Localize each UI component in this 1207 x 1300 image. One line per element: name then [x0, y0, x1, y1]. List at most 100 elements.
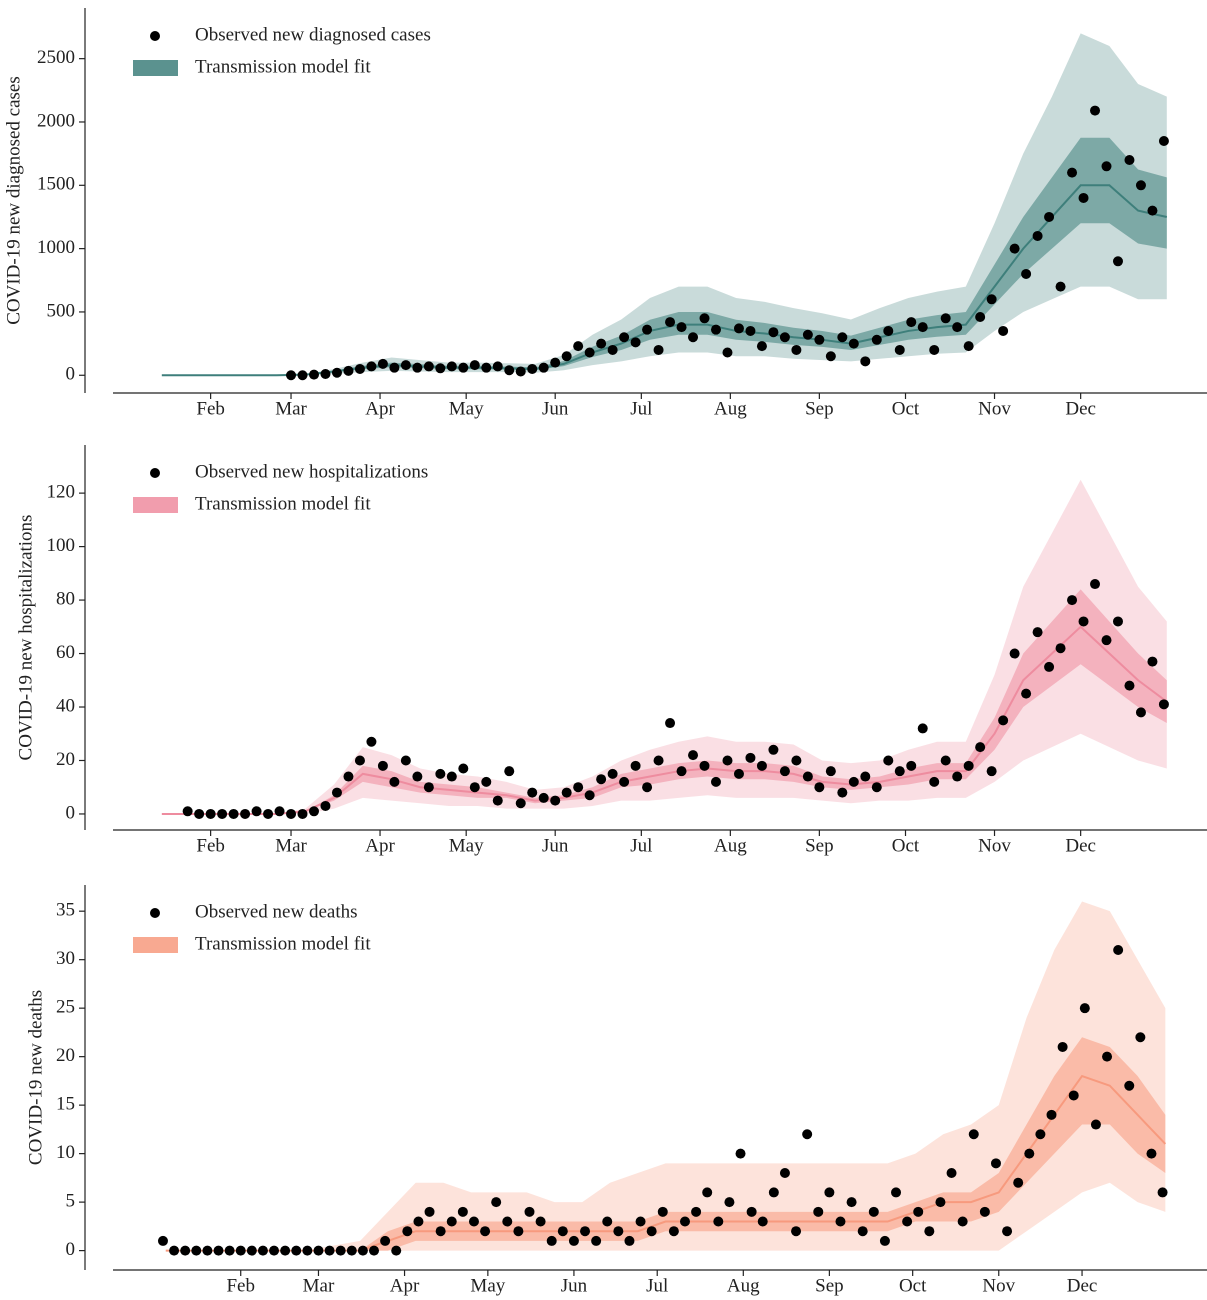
point: [1032, 627, 1043, 638]
point: [424, 1206, 435, 1217]
point: [722, 755, 733, 766]
point: [602, 1216, 613, 1227]
point: [646, 1226, 657, 1237]
y-tick-label: 40: [56, 695, 75, 716]
point: [607, 768, 618, 779]
x-tick-label: Jul: [630, 835, 652, 856]
point: [202, 1245, 213, 1256]
point: [868, 1206, 879, 1217]
x-tick-label: May: [470, 1275, 505, 1296]
point: [986, 294, 997, 305]
point: [733, 323, 744, 334]
point: [710, 776, 721, 787]
point: [824, 1187, 835, 1198]
point: [957, 1216, 968, 1227]
y-tick-label: 120: [47, 481, 76, 502]
point: [940, 313, 951, 324]
x-tick-label: Feb: [196, 835, 225, 856]
point: [791, 755, 802, 766]
point: [630, 337, 641, 348]
point: [665, 317, 676, 328]
point: [917, 322, 928, 333]
x-tick-label: Feb: [226, 1275, 255, 1296]
point: [691, 1206, 702, 1217]
point: [998, 715, 1009, 726]
point: [906, 760, 917, 771]
point: [835, 1216, 846, 1227]
point: [624, 1235, 635, 1246]
point: [550, 357, 561, 368]
x-tick-label: Oct: [899, 1275, 927, 1296]
point: [297, 370, 308, 381]
legend-swatch: [133, 937, 178, 953]
point: [346, 1245, 357, 1256]
point: [1055, 281, 1066, 292]
point: [857, 1226, 868, 1237]
x-tick-label: Mar: [275, 398, 307, 419]
panel: 0 500 1000 1500 2000 2500 Feb Mar Apr May Jun Jul Au…: [3, 8, 1207, 419]
point: [269, 1245, 280, 1256]
point: [745, 752, 756, 763]
point: [377, 358, 388, 369]
point: [665, 718, 676, 729]
point: [366, 361, 377, 372]
point: [1044, 661, 1055, 672]
point: [613, 1226, 624, 1237]
x-tick-label: Mar: [303, 1275, 335, 1296]
point: [837, 332, 848, 343]
point: [413, 1216, 424, 1227]
point: [1002, 1226, 1013, 1237]
point: [546, 1235, 557, 1246]
point: [377, 760, 388, 771]
point: [313, 1245, 324, 1256]
point: [550, 795, 561, 806]
point: [860, 356, 871, 367]
point: [929, 776, 940, 787]
x-tick-label: Apr: [365, 835, 395, 856]
point: [1067, 595, 1078, 606]
point: [902, 1216, 913, 1227]
point: [435, 768, 446, 779]
point: [630, 760, 641, 771]
point: [1044, 211, 1055, 222]
point: [825, 766, 836, 777]
point: [320, 369, 331, 380]
point: [986, 766, 997, 777]
point: [1135, 1032, 1146, 1043]
point: [1102, 1051, 1113, 1062]
point: [446, 1216, 457, 1227]
point: [1157, 1187, 1168, 1198]
point: [1158, 135, 1169, 146]
point: [713, 1216, 724, 1227]
point: [504, 766, 515, 777]
point: [1112, 256, 1123, 267]
point: [998, 325, 1009, 336]
point: [458, 763, 469, 774]
x-tick-label: Mar: [275, 835, 307, 856]
point: [535, 1216, 546, 1227]
x-tick-label: Sep: [815, 1275, 844, 1296]
point: [791, 344, 802, 355]
point: [584, 790, 595, 801]
point: [653, 344, 664, 355]
point: [458, 362, 469, 373]
point: [423, 782, 434, 793]
point: [1124, 680, 1135, 691]
y-tick-label: 35: [56, 900, 75, 921]
point: [883, 325, 894, 336]
point: [1068, 1090, 1079, 1101]
y-tick-label: 100: [47, 535, 76, 556]
point: [400, 755, 411, 766]
point: [1013, 1177, 1024, 1188]
point: [446, 771, 457, 782]
point: [194, 808, 205, 819]
point: [380, 1235, 391, 1246]
point: [768, 1187, 779, 1198]
point: [837, 787, 848, 798]
legend-marker: [150, 31, 160, 41]
point: [1024, 1148, 1035, 1159]
point: [527, 363, 538, 374]
legend-label: Observed new deaths: [195, 901, 358, 922]
point: [1079, 1003, 1090, 1014]
point: [257, 1245, 268, 1256]
